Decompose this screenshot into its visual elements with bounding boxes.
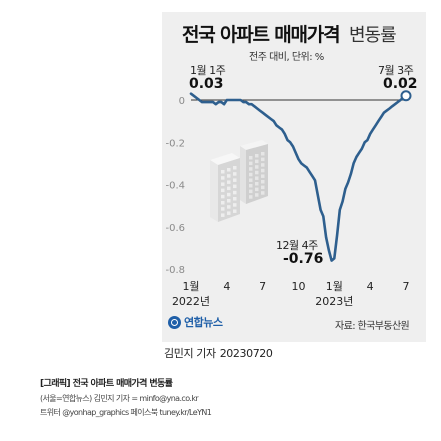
building-window xyxy=(233,166,237,170)
byline-name: 김민지 기자 xyxy=(164,347,216,360)
building-window xyxy=(255,182,259,186)
building-window xyxy=(227,211,231,215)
building-window xyxy=(249,167,253,171)
building-window xyxy=(249,195,253,199)
y-tick-label: -0.2 xyxy=(165,138,185,149)
building-window xyxy=(227,180,231,184)
building-window xyxy=(255,159,259,164)
chart-panel xyxy=(162,12,426,342)
end-point-marker xyxy=(400,90,412,102)
building-window xyxy=(221,194,225,199)
building-window xyxy=(255,154,259,158)
x-tick-label: 1월 xyxy=(326,280,343,293)
building-window xyxy=(221,201,225,205)
building-window xyxy=(261,157,265,162)
building-window xyxy=(255,176,259,180)
building-window xyxy=(255,187,259,192)
building-window xyxy=(261,185,265,190)
building-window xyxy=(233,172,237,176)
byline-date: 20230720 xyxy=(219,347,273,360)
building-window xyxy=(249,161,253,166)
building-window xyxy=(249,172,253,177)
building-window xyxy=(227,192,231,197)
yonhap-logo-icon xyxy=(168,315,181,329)
building-window xyxy=(255,170,259,175)
end-annotation-value: 0.02 xyxy=(383,76,418,92)
building-window xyxy=(227,174,231,178)
chart-title-suffix: 변동률 xyxy=(349,25,397,46)
building-window xyxy=(233,190,237,195)
building-window xyxy=(233,178,237,182)
building-window xyxy=(233,209,237,213)
chart-title: 전국 아파트 매매가격 xyxy=(182,24,341,46)
x-tick-label: 4 xyxy=(367,280,374,293)
building-window xyxy=(249,189,253,194)
building-window xyxy=(249,178,253,182)
building-window xyxy=(221,188,225,193)
building-window xyxy=(221,182,225,186)
low-annotation-value: -0.76 xyxy=(283,251,324,267)
building-window xyxy=(249,184,253,188)
y-tick-label: -0.6 xyxy=(165,223,185,234)
yonhap-logo: 연합뉴스 xyxy=(168,314,223,330)
building-window xyxy=(261,152,265,156)
x-tick-label: 4 xyxy=(223,280,230,293)
building-window xyxy=(227,186,231,191)
start-annotation-label: 1월 1주 xyxy=(190,64,226,77)
building-window xyxy=(255,193,259,197)
unit-label: 전주 대비, 단위: % xyxy=(249,52,324,63)
logo-text: 연합뉴스 xyxy=(184,316,223,329)
building-window xyxy=(261,174,265,178)
building-window xyxy=(227,168,231,172)
start-annotation-value: 0.03 xyxy=(189,76,224,92)
building-window xyxy=(255,165,259,169)
y-tick-label: 0 xyxy=(179,96,185,107)
byline: 김민지 기자 20230720 xyxy=(164,345,273,361)
building-window xyxy=(261,168,265,173)
caption-credit: (서울=연합뉴스) 김민지 기자 = minfo@yna.co.kr xyxy=(40,394,199,403)
building-window xyxy=(227,205,231,209)
y-tick-label: -0.4 xyxy=(165,181,185,192)
building-window xyxy=(227,199,231,203)
building-face xyxy=(240,146,246,204)
building-window xyxy=(233,197,237,201)
low-annotation-label: 12월 4주 xyxy=(276,239,318,252)
building-window xyxy=(221,176,225,180)
building-window xyxy=(249,156,253,160)
source-label: 자료: 한국부동산원 xyxy=(335,321,410,332)
end-annotation-label: 7월 3주 xyxy=(378,64,414,77)
building-face xyxy=(240,140,268,150)
x-tick-label: 1월 xyxy=(182,280,199,293)
series-line xyxy=(189,92,408,262)
building-window xyxy=(261,163,265,167)
x-tick-label: 7 xyxy=(259,280,266,293)
x-year-label: 2022년 xyxy=(172,295,210,308)
building-face xyxy=(210,160,218,222)
caption-social: 트위터 @yonhap_graphics 페이스북 tuney.kr/LeYN1 xyxy=(40,408,212,417)
building-window xyxy=(233,184,237,189)
caption-title: [그래픽] 전국 아파트 매매가격 변동률 xyxy=(40,379,173,389)
building-window xyxy=(221,213,225,217)
x-tick-label: 7 xyxy=(403,280,410,293)
x-year-label: 2023년 xyxy=(315,295,353,308)
building-illustration xyxy=(210,140,268,222)
building-window xyxy=(221,207,225,211)
x-tick-label: 10 xyxy=(292,280,306,293)
y-tick-label: -0.8 xyxy=(165,265,185,276)
building-face xyxy=(210,153,240,165)
building-window xyxy=(261,191,265,195)
building-window xyxy=(233,203,237,207)
building-window xyxy=(221,170,225,174)
building-window xyxy=(261,180,265,184)
